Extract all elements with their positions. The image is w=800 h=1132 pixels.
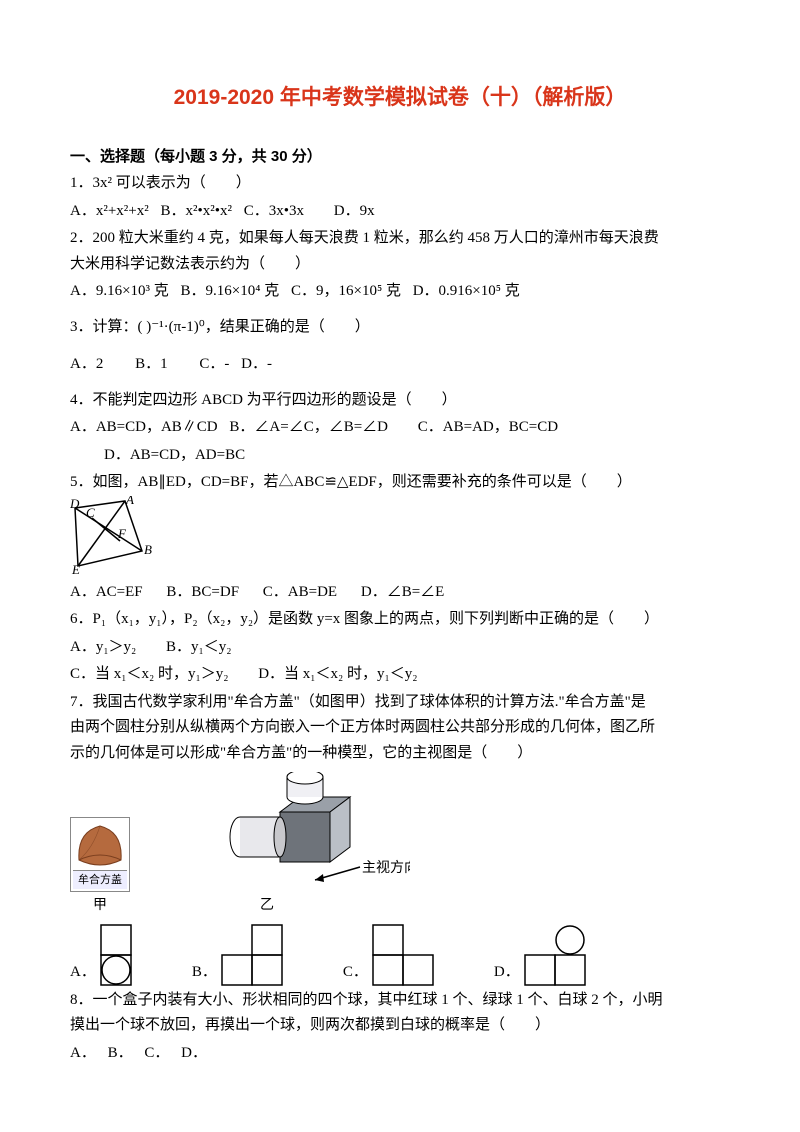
q2-opt-d: D．0.916×10⁵ 克 xyxy=(413,279,520,305)
q1-stem: 1．3x² 可以表示为（ ） xyxy=(70,171,730,197)
q8-opt-d: D． xyxy=(181,1041,207,1067)
q8-opt-c: C． xyxy=(144,1041,169,1067)
q4-stem: 4．不能判定四边形 ABCD 为平行四边形的题设是（ ） xyxy=(70,388,730,414)
q7-label-yi: 乙 xyxy=(260,894,410,918)
page-title: 2019-2020 年中考数学模拟试卷（十）（解析版） xyxy=(70,80,730,116)
q5-opt-a: A．AC=EF xyxy=(70,580,143,606)
q5-opt-c: C．AB=DE xyxy=(263,580,337,606)
section-1-header: 一、选择题（每小题 3 分，共 30 分） xyxy=(70,144,730,170)
q6-opt-c: C．当 x₁＜x₂ 时，y₁＞y₂ xyxy=(70,662,228,688)
svg-text:E: E xyxy=(71,562,80,577)
q7-stem2: 由两个圆柱分别从纵横两个方向嵌入一个正方体时两圆柱公共部分形成的几何体，图乙所 xyxy=(70,715,730,741)
question-1: 1．3x² 可以表示为（ ） A．x²+x²+x² B．x²•x²•x² C．3… xyxy=(70,171,730,224)
q3-opt-d: D．- xyxy=(241,352,272,378)
svg-text:D: D xyxy=(70,496,80,511)
q1-opt-b: B．x²•x²•x² xyxy=(161,199,233,225)
q6-opt-b: B．y₁＜y₂ xyxy=(166,635,231,661)
q4-opt-d: D．AB=CD，AD=BC xyxy=(104,443,245,469)
q7-options: A． B． C． D． xyxy=(70,924,730,986)
arrow-label: 主视方向 xyxy=(362,860,410,876)
svg-text:B: B xyxy=(144,542,152,557)
q7-stem3: 示的几何体是可以形成"牟合方盖"的一种模型，它的主视图是（ ） xyxy=(70,741,730,767)
q6-opt-a: A．y₁＞y₂ xyxy=(70,635,136,661)
q6-stem: 6．P₁（x₁，y₁），P₂（x₂，y₂）是函数 y=x 图象上的两点，则下列判… xyxy=(70,607,730,633)
svg-text:A: A xyxy=(125,496,134,507)
q8-opt-b: B． xyxy=(108,1041,133,1067)
question-6: 6．P₁（x₁，y₁），P₂（x₂，y₂）是函数 y=x 图象上的两点，则下列判… xyxy=(70,607,730,688)
q5-opt-d: D．∠B=∠E xyxy=(361,580,444,606)
q6-options-2: C．当 x₁＜x₂ 时，y₁＞y₂ D．当 x₁＜x₂ 时，y₁＜y₂ xyxy=(70,662,730,688)
q5-stem: 5．如图，AB∥ED，CD=BF，若△ABC≌△EDF，则还需要补充的条件可以是… xyxy=(70,470,730,496)
q7-label-jia: 甲 xyxy=(70,894,130,918)
q2-stem2: 大米用科学记数法表示约为（ ） xyxy=(70,252,730,278)
question-3: 3．计算：( )⁻¹·(π-1)⁰，结果正确的是（ ） A．2 B．1 C．- … xyxy=(70,315,730,378)
q3-options: A．2 B．1 C．- D．- xyxy=(70,352,730,378)
q7-fig-jia: 牟合方盖 甲 xyxy=(70,817,130,918)
q1-opt-a: A．x²+x²+x² xyxy=(70,199,149,225)
question-5: 5．如图，AB∥ED，CD=BF，若△ABC≌△EDF，则还需要补充的条件可以是… xyxy=(70,470,730,605)
q2-opt-a: A．9.16×10³ 克 xyxy=(70,279,169,305)
svg-text:C: C xyxy=(86,505,95,520)
q5-opt-b: B．BC=DF xyxy=(166,580,239,606)
q3-opt-b: B．1 xyxy=(135,352,168,378)
q5-figure: D A C F B E xyxy=(70,496,160,578)
q4-opt-a: A．AB=CD，AB∥CD xyxy=(70,415,218,441)
q7-stem1: 7．我国古代数学家利用"牟合方盖"（如图甲）找到了球体体积的计算方法."牟合方盖… xyxy=(70,690,730,716)
q3-stem: 3．计算：( )⁻¹·(π-1)⁰，结果正确的是（ ） xyxy=(70,315,730,341)
mouhe-caption: 牟合方盖 xyxy=(73,870,127,890)
question-4: 4．不能判定四边形 ABCD 为平行四边形的题设是（ ） A．AB=CD，AB∥… xyxy=(70,388,730,469)
question-7: 7．我国古代数学家利用"牟合方盖"（如图甲）找到了球体体积的计算方法."牟合方盖… xyxy=(70,690,730,986)
q4-options-2: D．AB=CD，AD=BC xyxy=(104,443,730,469)
q7-opt-d: D． xyxy=(494,924,616,986)
q3-opt-a: A．2 xyxy=(70,352,103,378)
q7-figures: 牟合方盖 甲 主视方向 乙 xyxy=(70,772,730,918)
q2-opt-c: C．9，16×10⁵ 克 xyxy=(291,279,401,305)
q4-opt-b: B．∠A=∠C，∠B=∠D xyxy=(229,415,388,441)
q8-stem1: 8．一个盒子内装有大小、形状相同的四个球，其中红球 1 个、绿球 1 个、白球 … xyxy=(70,988,730,1014)
q7-fig-yi: 主视方向 乙 xyxy=(210,772,410,918)
q8-stem2: 摸出一个球不放回，再摸出一个球，则两次都摸到白球的概率是（ ） xyxy=(70,1013,730,1039)
q7-opt-c: C． xyxy=(343,924,464,986)
q5-options: A．AC=EF B．BC=DF C．AB=DE D．∠B=∠E xyxy=(70,580,730,606)
q7-opt-a: A． xyxy=(70,924,162,986)
q4-options: A．AB=CD，AB∥CD B．∠A=∠C，∠B=∠D C．AB=AD，BC=C… xyxy=(70,415,730,441)
svg-text:F: F xyxy=(117,526,127,541)
q3-opt-c: C．- xyxy=(199,352,229,378)
q4-opt-c: C．AB=AD，BC=CD xyxy=(418,415,558,441)
q1-options: A．x²+x²+x² B．x²•x²•x² C．3x•3x D．9x xyxy=(70,199,730,225)
q8-opt-a: A． xyxy=(70,1041,96,1067)
q6-opt-d: D．当 x₁＜x₂ 时，y₁＜y₂ xyxy=(258,662,417,688)
q8-options: A． B． C． D． xyxy=(70,1041,730,1067)
q1-opt-c: C．3x•3x xyxy=(244,199,304,225)
q1-opt-d: D．9x xyxy=(334,199,375,225)
question-2: 2．200 粒大米重约 4 克，如果每人每天浪费 1 粒米，那么约 458 万人… xyxy=(70,226,730,305)
q2-stem1: 2．200 粒大米重约 4 克，如果每人每天浪费 1 粒米，那么约 458 万人… xyxy=(70,226,730,252)
q6-options-1: A．y₁＞y₂ B．y₁＜y₂ xyxy=(70,635,730,661)
q2-opt-b: B．9.16×10⁴ 克 xyxy=(181,279,280,305)
question-8: 8．一个盒子内装有大小、形状相同的四个球，其中红球 1 个、绿球 1 个、白球 … xyxy=(70,988,730,1067)
q7-opt-b: B． xyxy=(192,924,313,986)
q2-options: A．9.16×10³ 克 B．9.16×10⁴ 克 C．9，16×10⁵ 克 D… xyxy=(70,279,730,305)
